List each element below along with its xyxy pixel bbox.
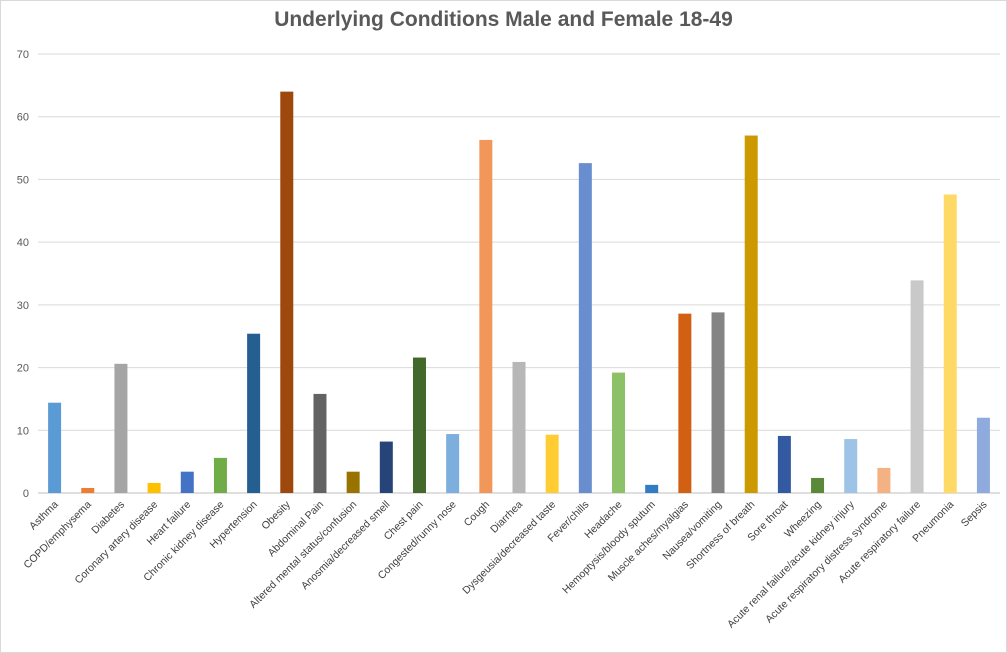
y-tick-label: 40 — [17, 237, 29, 249]
x-tick-label: Nausea/vomiting — [660, 499, 724, 563]
bar — [247, 333, 261, 493]
bar — [313, 393, 327, 493]
bar — [844, 439, 858, 493]
bar — [147, 482, 161, 493]
bar — [213, 457, 227, 493]
bar — [910, 280, 924, 493]
y-tick-label: 50 — [17, 174, 29, 186]
y-tick-label: 60 — [17, 112, 29, 124]
bar — [578, 163, 592, 493]
chart-title: Underlying Conditions Male and Female 18… — [274, 8, 733, 31]
bar — [446, 434, 460, 493]
x-tick-label: Acute respiratory distress syndrome — [763, 499, 890, 626]
bar — [379, 441, 393, 493]
bar — [976, 417, 990, 493]
bar — [711, 312, 725, 493]
bar — [479, 139, 493, 494]
bar — [81, 487, 95, 493]
y-tick-label: 70 — [17, 49, 29, 61]
bar — [645, 484, 659, 493]
x-tick-label: Cough — [462, 499, 492, 529]
y-tick-label: 0 — [23, 488, 29, 500]
bar — [811, 477, 825, 493]
bar — [48, 402, 62, 493]
bar — [744, 135, 758, 493]
bar — [678, 313, 692, 493]
bar — [412, 357, 426, 493]
bar — [612, 372, 626, 493]
bar — [114, 363, 128, 493]
y-tick-label: 20 — [17, 363, 29, 375]
bar — [280, 91, 294, 493]
x-tick-label: Sepsis — [959, 499, 990, 530]
bar — [877, 467, 891, 493]
bar — [777, 435, 791, 493]
bar — [346, 471, 360, 493]
y-tick-label: 10 — [17, 425, 29, 437]
y-tick-label: 30 — [17, 300, 29, 312]
bar — [512, 361, 526, 493]
bar — [545, 434, 559, 493]
bar — [180, 471, 194, 493]
bar — [943, 194, 957, 494]
